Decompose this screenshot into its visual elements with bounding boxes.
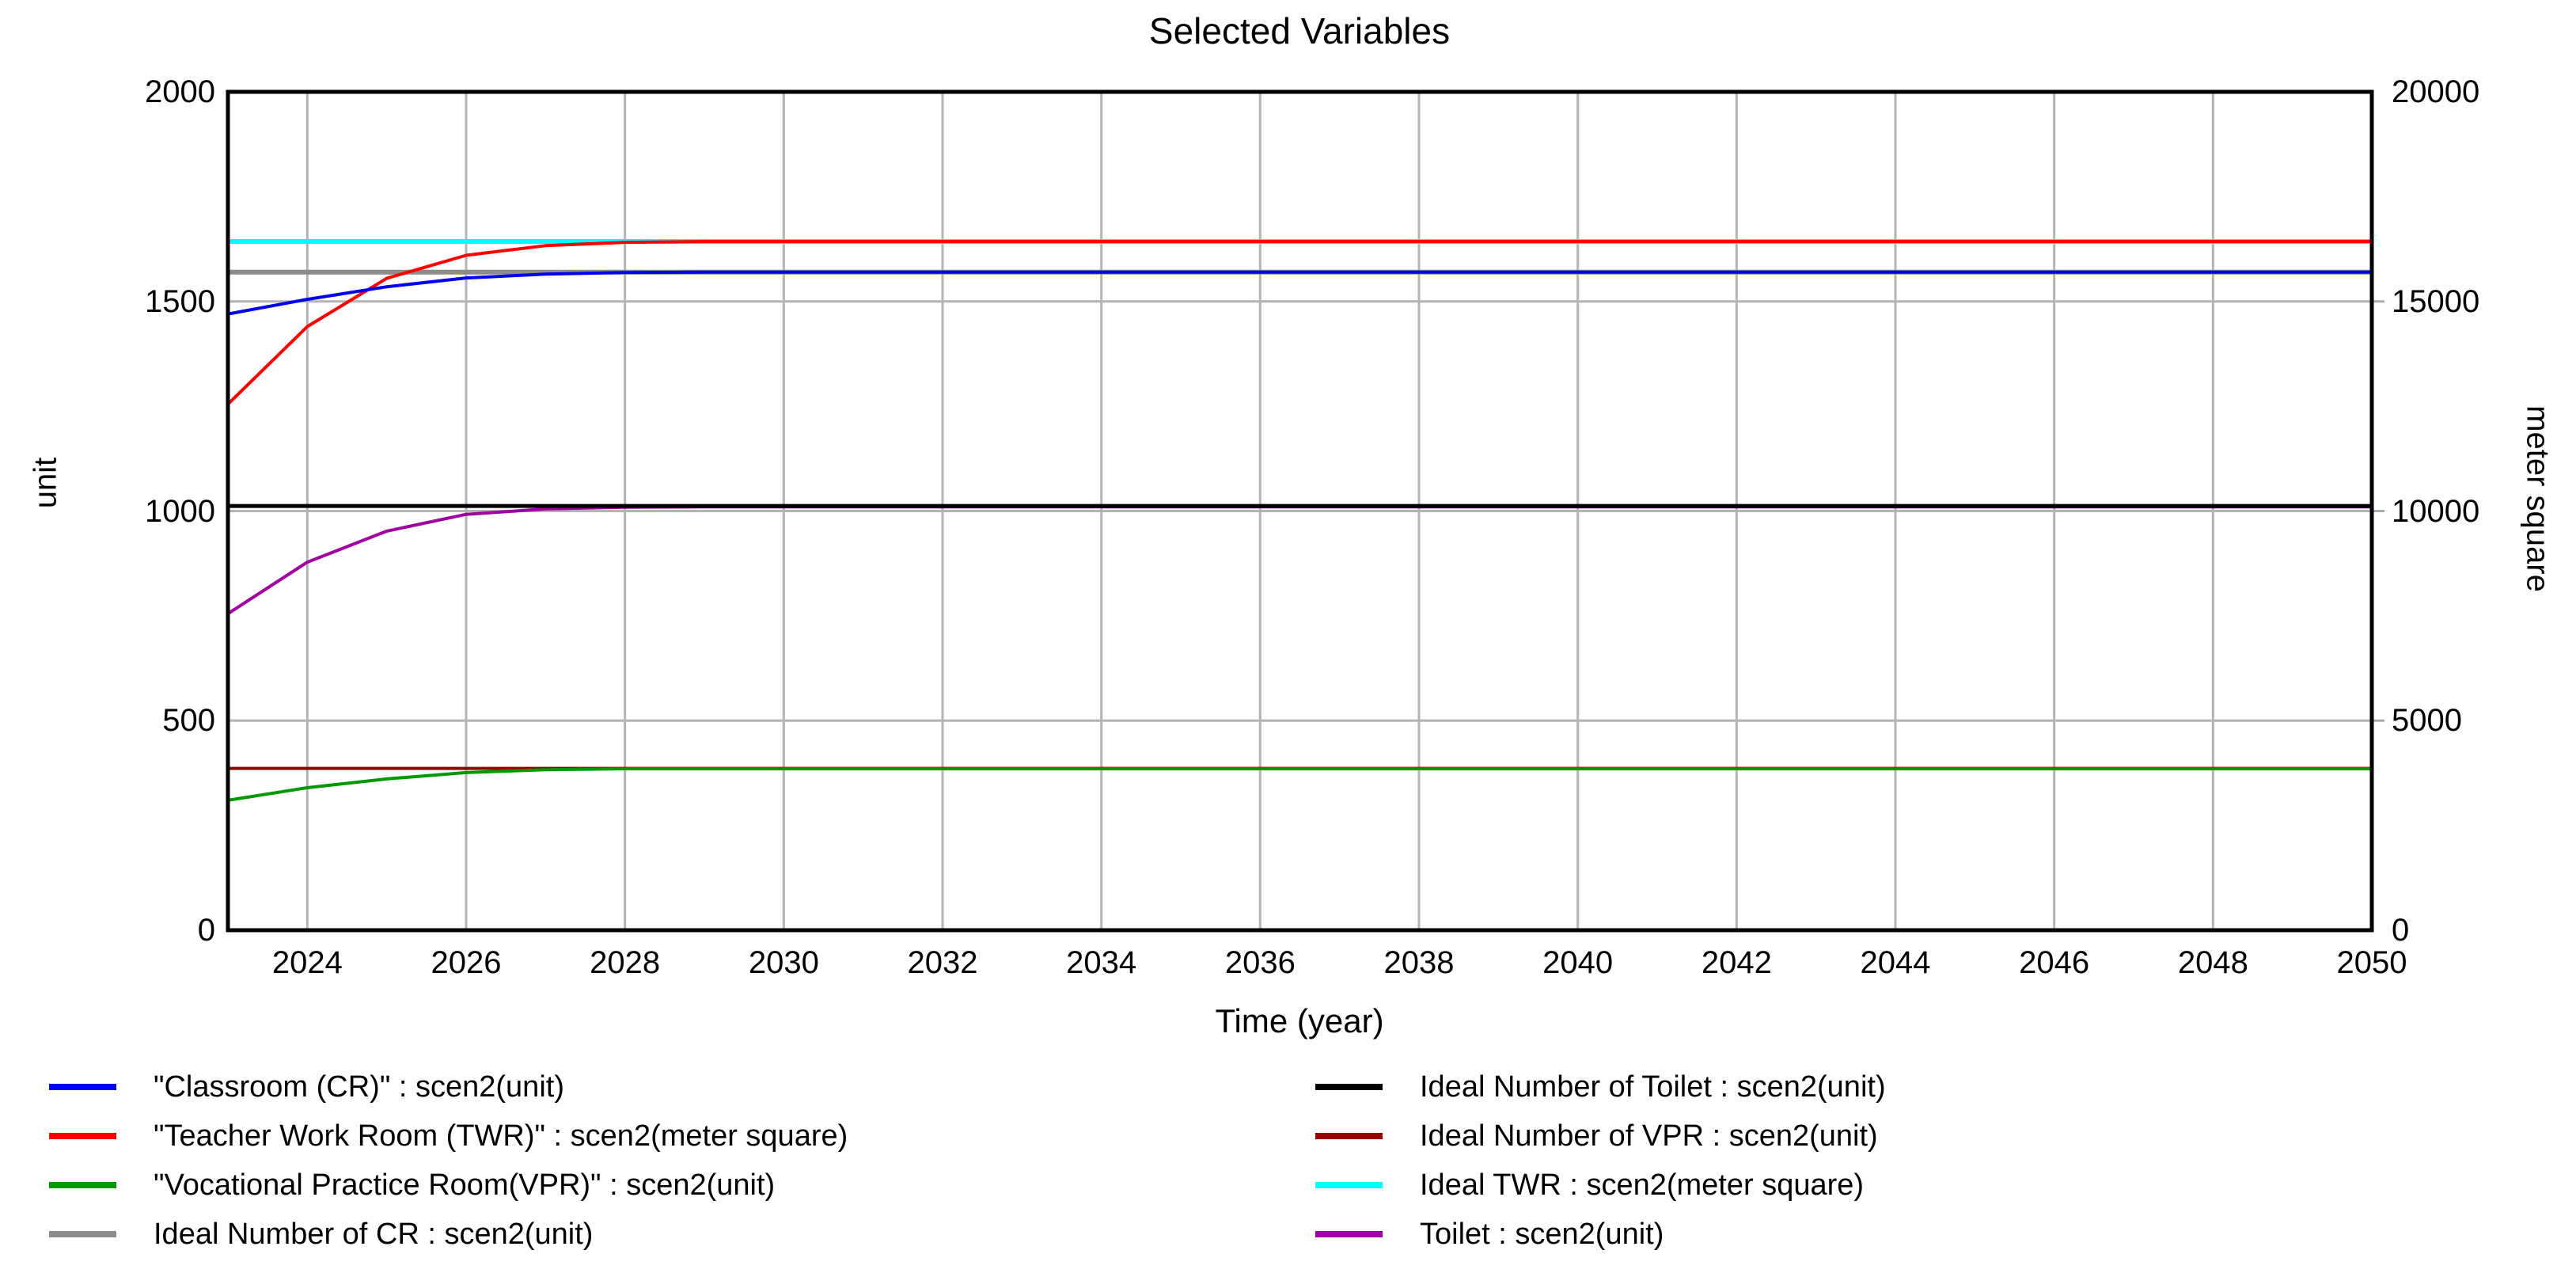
legend-color-swatch xyxy=(1315,1182,1383,1188)
legend-label: "Classroom (CR)" : scen2(unit) xyxy=(154,1070,564,1104)
legend-color-swatch xyxy=(49,1182,116,1188)
y-axis-left-tick-label: 1000 xyxy=(145,493,215,529)
y-axis-right-tick-label: 20000 xyxy=(2392,74,2480,109)
y-axis-left-tick-label: 0 xyxy=(197,913,215,948)
legend-color-swatch xyxy=(49,1084,116,1090)
legend-label: "Teacher Work Room (TWR)" : scen2(meter … xyxy=(154,1119,848,1153)
legend-label: Ideal Number of CR : scen2(unit) xyxy=(154,1217,594,1251)
x-axis-tick-label: 2048 xyxy=(2177,945,2248,980)
x-axis-tick-label: 2038 xyxy=(1383,945,1455,980)
legend-item: Toilet : scen2(unit) xyxy=(1315,1210,1886,1259)
legend-label: Toilet : scen2(unit) xyxy=(1420,1217,1664,1251)
y-axis-left-tick-label: 2000 xyxy=(145,74,215,109)
legend-column-left: "Classroom (CR)" : scen2(unit) "Teacher W… xyxy=(49,1062,848,1259)
legend-label: Ideal Number of Toilet : scen2(unit) xyxy=(1420,1070,1886,1104)
legend-column-right: Ideal Number of Toilet : scen2(unit) Idea… xyxy=(1315,1062,1886,1259)
x-axis-tick-label: 2034 xyxy=(1066,945,1137,980)
x-axis-tick-label: 2028 xyxy=(590,945,661,980)
x-axis-tick-label: 2024 xyxy=(271,945,343,980)
y-axis-left-tick-label: 1500 xyxy=(145,283,215,319)
legend-item: "Teacher Work Room (TWR)" : scen2(meter … xyxy=(49,1112,848,1161)
series-line xyxy=(226,505,2372,615)
x-axis-tick-label: 2026 xyxy=(431,945,502,980)
y-axis-right-tick-label: 5000 xyxy=(2392,703,2462,739)
x-axis-tick-label: 2030 xyxy=(748,945,819,980)
y-axis-right-tick-label: 0 xyxy=(2392,913,2410,948)
legend-item: Ideal Number of VPR : scen2(unit) xyxy=(1315,1112,1886,1161)
legend-item: Ideal Number of CR : scen2(unit) xyxy=(49,1210,848,1259)
plot-border xyxy=(226,89,2374,933)
y-axis-left-title: unit xyxy=(28,457,63,509)
x-axis-tick-label: 2046 xyxy=(2019,945,2090,980)
y-axis-right-tick-label: 15000 xyxy=(2392,283,2480,319)
legend-label: "Vocational Practice Room(VPR)" : scen2(… xyxy=(154,1168,776,1202)
legend-label: Ideal Number of VPR : scen2(unit) xyxy=(1420,1119,1878,1153)
legend-label: Ideal TWR : scen2(meter square) xyxy=(1420,1168,1865,1202)
series-line xyxy=(227,767,2372,802)
legend-item: Ideal TWR : scen2(meter square) xyxy=(1315,1161,1886,1210)
legend-color-swatch xyxy=(49,1133,116,1139)
series-line xyxy=(227,270,2372,316)
series-line xyxy=(226,240,2372,405)
y-axis-right-tick-label: 10000 xyxy=(2392,493,2480,529)
legend-item: "Vocational Practice Room(VPR)" : scen2(… xyxy=(49,1161,848,1210)
x-axis-title: Time (year) xyxy=(1215,1002,1384,1039)
legend-item: "Classroom (CR)" : scen2(unit) xyxy=(49,1062,848,1112)
y-axis-right-title: meter square xyxy=(2520,405,2555,592)
x-axis-tick-label: 2042 xyxy=(1701,945,1772,980)
x-axis-tick-label: 2044 xyxy=(1860,945,1931,980)
x-axis-tick-label: 2050 xyxy=(2336,945,2407,980)
x-axis-tick-label: 2032 xyxy=(907,945,978,980)
y-axis-left-tick-label: 500 xyxy=(162,703,215,739)
legend-color-swatch xyxy=(49,1231,116,1237)
legend-color-swatch xyxy=(1315,1133,1383,1139)
legend-color-swatch xyxy=(1315,1084,1383,1090)
chart-title: Selected Variables xyxy=(1148,10,1451,51)
x-axis-tick-label: 2036 xyxy=(1224,945,1296,980)
x-axis-tick-label: 2040 xyxy=(1542,945,1614,980)
legend-color-swatch xyxy=(1315,1231,1383,1237)
legend-item: Ideal Number of Toilet : scen2(unit) xyxy=(1315,1062,1886,1112)
